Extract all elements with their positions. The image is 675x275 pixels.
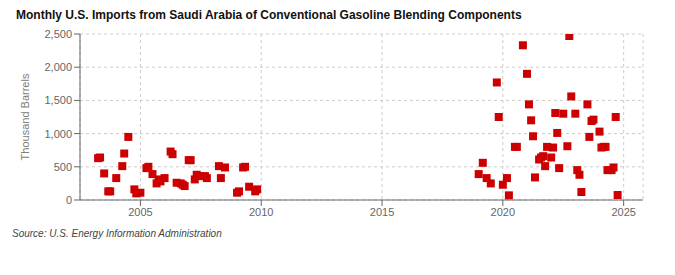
svg-text:0: 0	[66, 194, 72, 206]
html-text:Source: U.S. Energy Informatio: Source: U.S. Energy Information Administ…	[12, 228, 222, 239]
svg-text:2025: 2025	[611, 206, 635, 218]
svg-text:2005: 2005	[128, 206, 152, 218]
html-text:Monthly U.S. Imports from Saud: Monthly U.S. Imports from Saudi Arabia o…	[16, 8, 522, 22]
svg-text:Thousand Barrels: Thousand Barrels	[19, 73, 31, 160]
svg-text:2010: 2010	[249, 206, 273, 218]
svg-text:1,500: 1,500	[44, 94, 72, 106]
svg-text:2,500: 2,500	[44, 28, 72, 40]
svg-text:2,000: 2,000	[44, 61, 72, 73]
svg-text:2020: 2020	[491, 206, 515, 218]
svg-text:1,000: 1,000	[44, 128, 72, 140]
svg-text:2015: 2015	[370, 206, 394, 218]
svg-text:500: 500	[54, 161, 72, 173]
